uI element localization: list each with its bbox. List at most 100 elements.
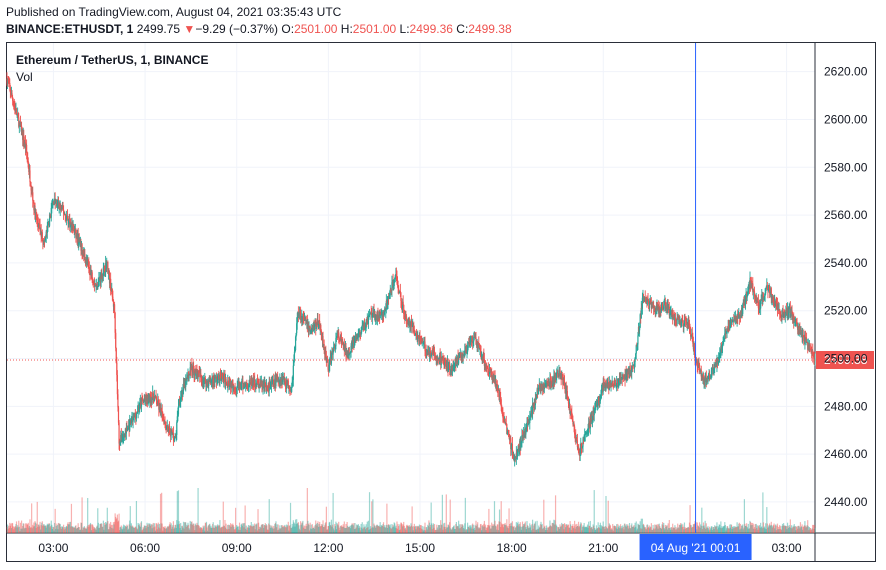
crosshair-time-badge — [639, 534, 752, 560]
candle-body — [139, 402, 141, 409]
candle-body — [416, 333, 418, 337]
volume-bar — [186, 525, 189, 533]
volume-bar — [202, 525, 204, 533]
candle-body — [462, 354, 464, 358]
volume-bar — [254, 529, 256, 533]
volume-bar — [144, 525, 146, 533]
candle-body — [698, 365, 701, 372]
volume-bar — [291, 523, 293, 533]
volume-bar — [634, 522, 636, 533]
volume-bar — [46, 523, 48, 533]
candle-body — [723, 338, 725, 340]
volume-bar — [26, 524, 28, 533]
volume-bar — [321, 524, 324, 533]
volume-bar — [356, 525, 358, 533]
volume-bar — [617, 527, 619, 533]
volume-bar — [80, 522, 82, 533]
candle-body — [656, 305, 658, 310]
volume-bar — [718, 524, 720, 533]
volume-bar — [684, 527, 686, 533]
candle-body — [421, 341, 423, 344]
volume-bar — [266, 525, 268, 533]
candle-body — [706, 378, 709, 380]
candle-body — [762, 295, 765, 301]
volume-bar — [359, 530, 362, 533]
chart-frame[interactable] — [6, 42, 876, 562]
volume-bar — [197, 488, 199, 533]
candle-body — [544, 384, 547, 386]
volume-bar — [236, 526, 238, 533]
volume-bar — [64, 528, 66, 533]
candle-body — [682, 320, 684, 324]
candle-body — [54, 198, 56, 204]
candle-body — [122, 433, 125, 437]
volume-bar — [154, 530, 157, 533]
candle-body — [85, 261, 87, 263]
volume-bar — [618, 525, 620, 533]
x-tick-label: 03:00 — [772, 541, 802, 555]
volume-bar — [351, 523, 353, 533]
volume-bar — [463, 529, 465, 533]
volume-bar — [71, 526, 73, 533]
candle-body — [754, 295, 756, 297]
candle-body — [354, 336, 356, 342]
volume-bar — [292, 526, 294, 533]
candle-body — [722, 341, 724, 344]
volume-bar — [721, 526, 723, 533]
volume-bar — [425, 527, 427, 533]
volume-bar — [189, 529, 191, 533]
candle-body — [304, 317, 306, 321]
candle-body — [176, 416, 178, 423]
volume-bar — [361, 527, 363, 533]
volume-bar — [461, 524, 464, 533]
candle-body — [291, 381, 293, 388]
volume-bar — [215, 525, 217, 533]
volume-bar — [230, 526, 232, 533]
volume-bar — [718, 527, 720, 533]
candle-body — [505, 422, 507, 425]
candle-body — [614, 383, 616, 385]
candle-body — [157, 400, 159, 405]
candle-body — [101, 274, 103, 280]
volume-bar — [29, 527, 32, 533]
candle-body — [36, 215, 38, 221]
volume-bar — [452, 526, 455, 533]
volume-bar — [287, 525, 289, 533]
volume-bar — [813, 528, 815, 533]
volume-bar — [616, 528, 618, 533]
volume-bar — [550, 525, 552, 533]
volume-bar — [245, 528, 247, 533]
candle-body — [147, 397, 149, 402]
candle-body — [107, 271, 110, 274]
candle-body — [520, 440, 522, 442]
volume-bar — [732, 526, 734, 533]
candle-body — [167, 426, 169, 431]
candle-body — [365, 328, 367, 330]
volume-bar — [584, 527, 586, 533]
candle-body — [593, 409, 595, 416]
candle-body — [317, 320, 319, 329]
volume-bar — [681, 527, 683, 533]
candle-body — [466, 351, 468, 353]
candle-body — [584, 435, 586, 436]
volume-bar — [252, 526, 255, 533]
volume-bar — [730, 524, 733, 533]
volume-bar — [584, 526, 586, 533]
volume-bar — [719, 524, 721, 533]
candle-body — [520, 441, 522, 449]
volume-bar — [417, 525, 419, 533]
volume-bar — [535, 529, 538, 533]
x-tick-label: 06:00 — [130, 541, 160, 555]
volume-bar — [761, 528, 763, 533]
candle-body — [551, 381, 553, 383]
candle-body — [599, 395, 601, 401]
volume-bar — [440, 520, 442, 533]
candle-body — [368, 314, 371, 316]
candle-body — [213, 381, 215, 383]
candle-body — [361, 325, 363, 330]
candle-body — [134, 413, 136, 416]
volume-bar — [50, 520, 52, 533]
volume-bar — [15, 524, 17, 533]
candle-body — [731, 322, 733, 323]
